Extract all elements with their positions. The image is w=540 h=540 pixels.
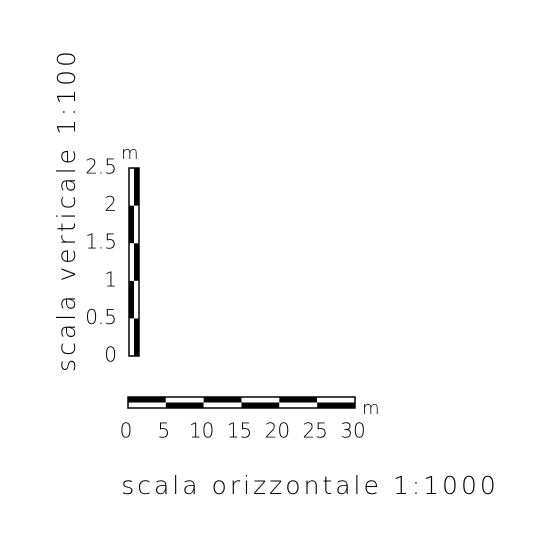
bar-outline — [127, 396, 356, 409]
bar-segment — [129, 243, 134, 281]
bar-segment — [134, 168, 139, 206]
bar-segment — [129, 168, 134, 206]
bar-segment — [241, 397, 280, 403]
bar-segment — [128, 397, 166, 403]
tick-label: 30 — [340, 419, 365, 443]
tick-label: 0.5 — [85, 305, 117, 329]
tick-label: 25 — [302, 419, 327, 443]
bar-segment — [165, 397, 204, 403]
bar-segment — [203, 402, 242, 408]
tick-label: 10 — [189, 419, 214, 443]
bar-outline — [128, 167, 140, 357]
tick-label: 0 — [104, 343, 117, 367]
horizontal-scale-title: scala orizzontale 1:1000 — [121, 471, 499, 500]
tick-label: 1 — [104, 267, 117, 291]
bar-segment — [134, 243, 139, 281]
tick-label: 2.5 — [85, 155, 117, 179]
bar-segment — [165, 402, 204, 408]
vertical-unit: m — [121, 143, 139, 164]
horizontal-unit: m — [362, 398, 380, 419]
bar-segment — [129, 318, 134, 356]
bar-segment — [129, 280, 134, 319]
tick-label: 5 — [157, 419, 170, 443]
bar-segment — [317, 402, 355, 408]
bar-segment — [134, 280, 139, 319]
bar-segment — [279, 397, 318, 403]
bar-segment — [134, 318, 139, 356]
bar-segment — [317, 397, 355, 403]
bar-segment — [129, 205, 134, 244]
bar-segment — [134, 205, 139, 244]
bar-segment — [128, 402, 166, 408]
tick-label: 2 — [104, 192, 117, 216]
tick-label: 1.5 — [85, 230, 117, 254]
bar-segment — [203, 397, 242, 403]
bar-segment — [279, 402, 318, 408]
tick-label: 20 — [265, 419, 290, 443]
tick-label: 0 — [120, 419, 133, 443]
vertical-scale-title: scala verticale 1:100 — [52, 48, 81, 372]
bar-segment — [241, 402, 280, 408]
tick-label: 15 — [227, 419, 252, 443]
